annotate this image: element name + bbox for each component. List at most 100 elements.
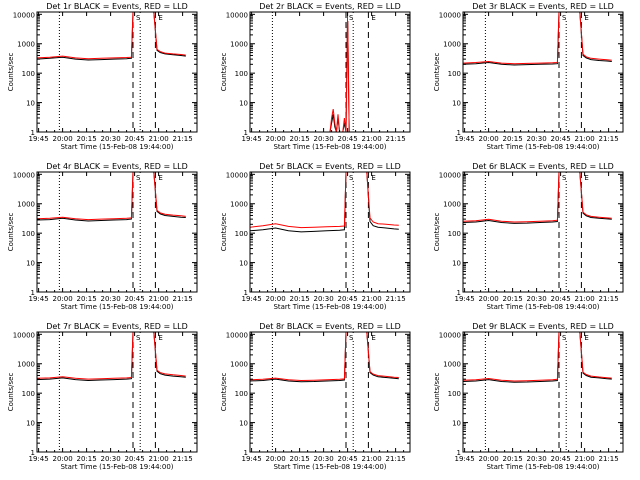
x-axis-label: Start Time (15-Feb-08 19:44:00) — [486, 463, 599, 471]
x-axis-label: Start Time (15-Feb-08 19:44:00) — [60, 463, 173, 471]
y-tick-label: 1 — [457, 289, 461, 297]
y-tick-label: 100 — [235, 230, 248, 238]
panel-series-group — [463, 12, 612, 66]
x-tick-label: 20:00 — [266, 135, 286, 143]
end-marker-bg — [157, 333, 165, 341]
x-tick-label: 19:45 — [242, 295, 262, 303]
start-marker-label: S — [349, 14, 354, 22]
y-tick-label: 1000 — [443, 201, 461, 209]
y-tick-label: 10 — [452, 260, 461, 268]
y-tick-label: 10000 — [439, 11, 461, 19]
y-tick-label: 10000 — [13, 11, 35, 19]
y-tick-label: 10000 — [226, 171, 248, 179]
series-line-lld — [463, 332, 612, 382]
x-tick-label: 21:15 — [386, 455, 406, 463]
panel-series-group — [37, 332, 186, 382]
end-marker-label: E — [158, 334, 162, 342]
start-marker-bg — [135, 333, 142, 341]
y-axis-label: Counts/sec — [433, 373, 441, 412]
y-tick-label: 10 — [26, 260, 35, 268]
x-tick-label: 21:15 — [599, 295, 619, 303]
y-axis-label: Counts/sec — [433, 213, 441, 252]
x-tick-label: 20:15 — [290, 455, 310, 463]
end-marker-bg — [370, 13, 378, 21]
y-tick-label: 10000 — [439, 331, 461, 339]
x-tick-label: 21:15 — [386, 135, 406, 143]
y-axis-label: Counts/sec — [7, 53, 15, 92]
series-line-events — [463, 12, 612, 66]
series-line-lld — [329, 12, 351, 132]
x-tick-label: 20:00 — [479, 295, 499, 303]
x-tick-label: 21:00 — [575, 135, 595, 143]
panel-frame — [462, 331, 624, 453]
x-tick-label: 20:15 — [77, 295, 97, 303]
start-marker-label: S — [562, 14, 567, 22]
x-axis-label: Start Time (15-Feb-08 19:44:00) — [60, 303, 173, 311]
start-marker-label: S — [136, 334, 141, 342]
x-tick-label: 20:30 — [527, 295, 547, 303]
x-tick-label: 20:30 — [527, 135, 547, 143]
x-tick-label: 20:15 — [290, 295, 310, 303]
y-tick-label: 1 — [457, 129, 461, 137]
x-tick-label: 20:15 — [290, 135, 310, 143]
panel-frame — [36, 331, 198, 453]
y-tick-label: 1000 — [230, 201, 248, 209]
x-tick-label: 19:45 — [29, 455, 49, 463]
series-line-lld — [463, 12, 612, 65]
start-marker-bg — [135, 13, 142, 21]
x-tick-label: 20:45 — [125, 295, 145, 303]
panel-series-group — [37, 12, 186, 61]
y-tick-label: 1000 — [443, 361, 461, 369]
series-line-lld — [250, 172, 399, 229]
y-tick-label: 10 — [26, 100, 35, 108]
x-axis-label: Start Time (15-Feb-08 19:44:00) — [273, 143, 386, 151]
y-tick-label: 1 — [31, 449, 35, 457]
series-line-events — [250, 172, 399, 233]
end-marker-label: E — [371, 334, 375, 342]
y-tick-label: 1 — [244, 289, 248, 297]
x-tick-label: 19:45 — [29, 135, 49, 143]
y-axis-label: Counts/sec — [7, 213, 15, 252]
detector-panel-4: Det 4r BLACK = Events, RED = LLD S E 19:45 2… — [7, 162, 198, 311]
end-marker-bg — [157, 13, 165, 21]
series-line-events — [37, 12, 186, 61]
x-tick-label: 20:30 — [101, 455, 121, 463]
x-axis-label: Start Time (15-Feb-08 19:44:00) — [486, 303, 599, 311]
x-tick-label: 20:45 — [338, 295, 358, 303]
panel-series-group — [250, 172, 399, 233]
x-axis-label: Start Time (15-Feb-08 19:44:00) — [60, 143, 173, 151]
y-tick-label: 10000 — [13, 171, 35, 179]
x-tick-label: 20:00 — [266, 455, 286, 463]
y-tick-label: 100 — [448, 70, 461, 78]
y-tick-label: 10 — [26, 420, 35, 428]
series-line-events — [37, 332, 186, 382]
start-marker-bg — [348, 333, 355, 341]
x-tick-label: 21:15 — [173, 135, 193, 143]
y-axis-label: Counts/sec — [7, 373, 15, 412]
detector-panel-3: Det 3r BLACK = Events, RED = LLD S E 19:45 2… — [433, 2, 624, 151]
x-tick-label: 20:45 — [551, 455, 571, 463]
start-marker-label: S — [349, 174, 354, 182]
x-tick-label: 21:00 — [362, 295, 382, 303]
x-tick-label: 21:00 — [575, 455, 595, 463]
x-axis-label: Start Time (15-Feb-08 19:44:00) — [273, 303, 386, 311]
x-tick-label: 21:00 — [575, 295, 595, 303]
end-marker-bg — [370, 333, 378, 341]
y-tick-label: 100 — [22, 390, 35, 398]
panel-title: Det 3r BLACK = Events, RED = LLD — [472, 2, 614, 11]
x-tick-label: 20:30 — [314, 135, 334, 143]
y-tick-label: 10000 — [439, 171, 461, 179]
x-tick-label: 19:45 — [242, 455, 262, 463]
panel-frame — [249, 11, 411, 133]
x-tick-label: 20:45 — [338, 455, 358, 463]
y-axis-label: Counts/sec — [220, 53, 228, 92]
y-tick-label: 100 — [448, 230, 461, 238]
start-marker-bg — [561, 173, 568, 181]
y-tick-label: 1000 — [230, 41, 248, 49]
x-axis-label: Start Time (15-Feb-08 19:44:00) — [273, 463, 386, 471]
x-tick-label: 20:45 — [125, 455, 145, 463]
panel-series-group — [463, 172, 612, 224]
y-tick-label: 1000 — [17, 201, 35, 209]
x-tick-label: 20:45 — [338, 135, 358, 143]
series-line-events — [463, 172, 612, 224]
